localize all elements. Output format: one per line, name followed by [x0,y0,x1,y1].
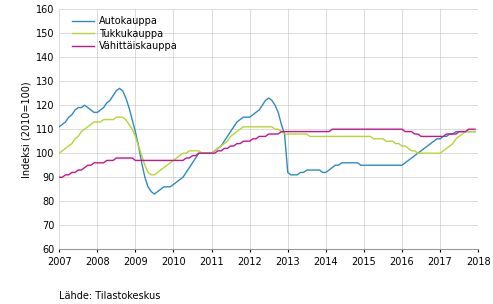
Tukkukauppa [107,118,113,121]
Y-axis label: Indeksi (2010=100): Indeksi (2010=100) [22,81,32,178]
Tukkukauppa [472,130,478,133]
Autokauppa [399,164,405,167]
Vähittäiskauppa [396,127,402,131]
Autokauppa [396,164,402,167]
Autokauppa [202,151,208,155]
Tukkukauppa [56,151,62,155]
Autokauppa [472,130,478,133]
Tukkukauppa [189,149,195,153]
Autokauppa [151,192,157,196]
Autokauppa [107,98,113,102]
Vähittäiskauppa [472,127,478,131]
Autokauppa [56,125,62,129]
Tukkukauppa [399,144,405,148]
Tukkukauppa [396,142,402,145]
Vähittäiskauppa [56,175,62,179]
Line: Autokauppa: Autokauppa [59,88,475,194]
Text: Lähde: Tilastokeskus: Lähde: Tilastokeskus [59,291,161,301]
Vähittäiskauppa [329,127,335,131]
Tukkukauppa [113,116,119,119]
Vähittäiskauppa [107,159,113,162]
Autokauppa [91,111,97,114]
Tukkukauppa [148,173,154,177]
Autokauppa [116,87,122,90]
Vähittäiskauppa [91,161,97,165]
Tukkukauppa [202,151,208,155]
Line: Tukkukauppa: Tukkukauppa [59,117,475,175]
Autokauppa [189,161,195,165]
Vähittäiskauppa [196,151,202,155]
Line: Vähittäiskauppa: Vähittäiskauppa [59,129,475,177]
Vähittäiskauppa [393,127,399,131]
Legend: Autokauppa, Tukkukauppa, Vähittäiskauppa: Autokauppa, Tukkukauppa, Vähittäiskauppa [72,16,177,51]
Vähittäiskauppa [183,156,189,160]
Tukkukauppa [91,120,97,124]
